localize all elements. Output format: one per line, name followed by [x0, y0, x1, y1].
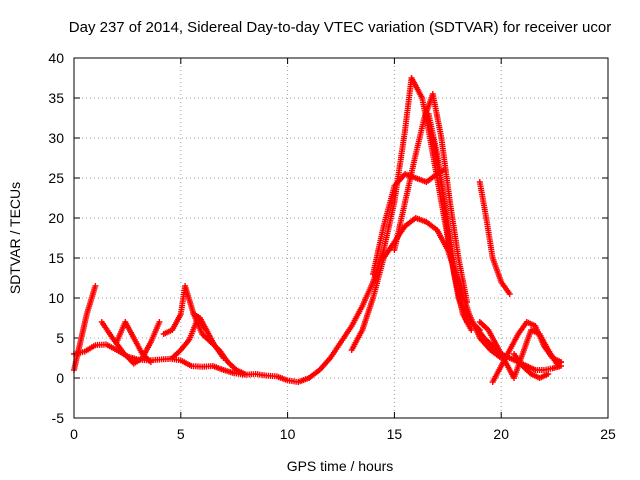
data-point	[241, 371, 248, 377]
y-tick-label: 10	[48, 290, 64, 306]
y-tick-label: -5	[52, 410, 65, 426]
y-tick-label: 15	[48, 250, 64, 266]
y-tick-label: 30	[48, 130, 64, 146]
data-point	[220, 355, 227, 361]
x-tick-label: 25	[600, 426, 616, 442]
data-point	[506, 291, 513, 297]
data-point	[203, 327, 210, 333]
y-axis-label: SDTVAR / TECUs	[7, 182, 23, 294]
y-tick-label: 25	[48, 170, 64, 186]
y-tick-label: 35	[48, 90, 64, 106]
y-tick-label: 20	[48, 210, 64, 226]
series-track-18	[511, 351, 552, 381]
y-tick-label: 40	[48, 50, 64, 66]
x-tick-label: 15	[387, 426, 403, 442]
x-tick-label: 20	[493, 426, 509, 442]
x-axis-label: GPS time / hours	[287, 458, 394, 474]
x-tick-label: 10	[280, 426, 296, 442]
series-track-3	[98, 319, 163, 367]
data-point	[464, 299, 470, 305]
data-point	[464, 319, 470, 325]
plot-frame	[73, 57, 609, 419]
series-track-13	[429, 135, 470, 325]
data-point	[156, 319, 163, 325]
series-track-11	[391, 91, 470, 305]
data-point	[147, 359, 154, 365]
series-track-15	[476, 179, 513, 297]
y-tick-label: 0	[56, 370, 64, 386]
data-point	[558, 359, 564, 365]
data-point	[545, 371, 552, 377]
data-series	[71, 75, 564, 385]
series-track-4	[113, 319, 154, 365]
series-track-17	[489, 319, 564, 385]
x-tick-label: 0	[70, 426, 78, 442]
tick-labels: 0 5 10 15 20 25 -5 0 5 10 15 20 25 30 35 40	[48, 50, 616, 442]
series-track-1	[71, 341, 312, 385]
data-point	[92, 283, 99, 289]
x-tick-label: 5	[177, 426, 185, 442]
chart-title: Day 237 of 2014, Sidereal Day-to-day VTE…	[69, 19, 611, 36]
series-track-2	[71, 283, 99, 373]
series-track-7	[190, 311, 210, 333]
y-tick-label: 5	[56, 330, 64, 346]
series-track-6	[169, 315, 227, 361]
